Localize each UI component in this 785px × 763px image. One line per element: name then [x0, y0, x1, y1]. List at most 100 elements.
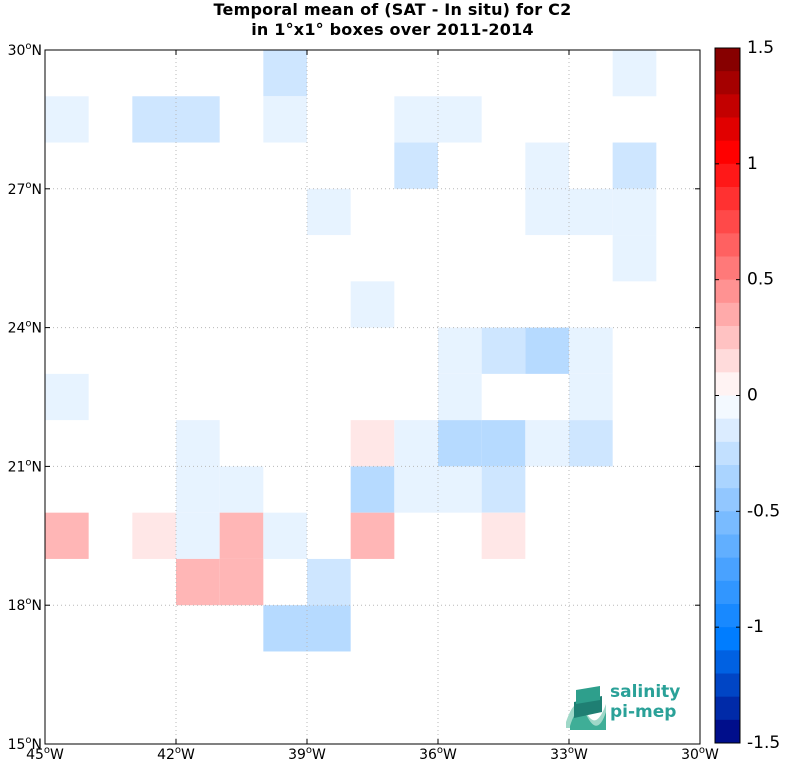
y-tick-label: 27oN [8, 180, 42, 198]
heatmap-cell [350, 466, 395, 513]
heatmap-cells [45, 50, 657, 652]
heatmap-cell [307, 188, 351, 236]
y-tick-label: 30oN [8, 41, 42, 59]
colorbar-tick-label: 1.5 [747, 38, 774, 58]
heatmap-cell [438, 96, 482, 143]
colorbar-level [715, 71, 740, 95]
colorbar-level [715, 418, 740, 443]
heatmap-cell [525, 142, 569, 189]
y-tick-label: 24oN [8, 319, 42, 337]
heatmap-cell [45, 373, 89, 421]
colorbar-level [715, 140, 740, 165]
heatmap-cell [394, 466, 438, 513]
colorbar-level [715, 580, 740, 605]
heatmap-cell [263, 50, 307, 97]
heatmap-cell [263, 512, 307, 559]
heatmap-cell [176, 512, 220, 559]
heatmap-cell [394, 420, 438, 467]
colorbar-tick-label: -1 [747, 617, 764, 637]
heatmap-cell [481, 420, 526, 467]
colorbar-level [715, 441, 740, 466]
colorbar-level [715, 256, 740, 281]
colorbar-level [715, 719, 740, 744]
y-tick-label: 15oN [8, 735, 42, 753]
x-tick-label: 42oW [157, 745, 195, 763]
heatmap-cell [525, 327, 569, 374]
chart-title-line-1: Temporal mean of (SAT - In situ) for C2 [213, 0, 572, 19]
colorbar-level [715, 465, 740, 489]
heatmap-cell [307, 558, 351, 606]
y-tick-label: 18oN [8, 596, 42, 614]
colorbar-level [715, 302, 740, 327]
logo-waves-icon [566, 686, 606, 730]
colorbar-level [715, 673, 740, 698]
heatmap-cell [438, 373, 482, 421]
colorbar-level [715, 326, 740, 350]
colorbar-level [715, 650, 740, 674]
heatmap-cell [307, 605, 351, 652]
colorbar-level [715, 627, 740, 651]
colorbar-level [715, 534, 740, 559]
logo-text-pi-mep: pi-mep [610, 702, 677, 722]
heatmap-cell [350, 512, 395, 559]
y-axis-ticks: 30oN 27oN 24oN 21oN 18oN 15oN [8, 41, 700, 753]
heatmap-cell [569, 188, 613, 236]
heatmap-cell [219, 466, 264, 513]
colorbar-level [715, 395, 740, 420]
heatmap-cell [219, 558, 264, 606]
chart-title-line-2: in 1°x1° boxes over 2011-2014 [251, 20, 534, 39]
heatmap-cell [525, 420, 569, 467]
colorbar-level [715, 163, 740, 188]
heatmap-cell [45, 512, 89, 559]
heatmap-cell [612, 235, 657, 282]
y-tick-label: 21oN [8, 457, 42, 475]
colorbar: 1.5 1 0.5 0 -0.5 -1 -1.5 [714, 38, 780, 753]
heatmap-cell [612, 50, 657, 97]
heatmap-cell [350, 420, 395, 467]
heatmap-cell [176, 420, 220, 467]
colorbar-level [715, 557, 740, 582]
heatmap-cell [219, 512, 264, 559]
heatmap-cell [525, 188, 569, 236]
logo-text-salinity: salinity [610, 682, 681, 702]
heatmap-cell [612, 188, 657, 236]
colorbar-tick-label: 0.5 [747, 270, 774, 290]
heatmap-cell [481, 512, 526, 559]
colorbar-tick-label: -0.5 [747, 501, 780, 521]
plot-frame [44, 49, 701, 745]
salinity-pi-mep-logo: salinity pi-mep [562, 682, 692, 732]
colorbar-level [715, 279, 740, 304]
heatmap-cell [569, 420, 613, 467]
colorbar-level [715, 187, 740, 211]
colorbar-tick-label: 1 [747, 154, 758, 174]
colorbar-level [715, 696, 740, 721]
heatmap-cell [569, 327, 613, 374]
heatmap-cell [438, 466, 482, 513]
colorbar-level [715, 233, 740, 257]
colorbar-level [715, 210, 740, 234]
heatmap-cell [263, 96, 307, 143]
colorbar-tick-label: -1.5 [747, 733, 780, 753]
heatmap-cell [132, 96, 176, 143]
colorbar-level [715, 604, 740, 628]
x-tick-label: 45oW [26, 745, 64, 763]
chart-title: Temporal mean of (SAT - In situ) for C2 … [0, 0, 785, 40]
x-tick-label: 39oW [288, 745, 326, 763]
heatmap-cell [438, 327, 482, 374]
heatmap-cell [45, 96, 89, 143]
x-tick-label: 36oW [419, 745, 457, 763]
heatmap-cell [612, 142, 657, 189]
heatmap-cell [176, 558, 220, 606]
heatmap-cell [481, 466, 526, 513]
colorbar-level [715, 349, 740, 373]
heatmap-cell [350, 281, 395, 328]
colorbar-level [715, 94, 740, 118]
colorbar-level [715, 48, 740, 72]
colorbar-tick-label: 0 [747, 386, 758, 406]
x-tick-label: 33oW [550, 745, 588, 763]
heatmap-cell [263, 605, 307, 652]
colorbar-level [715, 488, 740, 512]
heatmap-cell [176, 466, 220, 513]
heatmap-cell [132, 512, 176, 559]
